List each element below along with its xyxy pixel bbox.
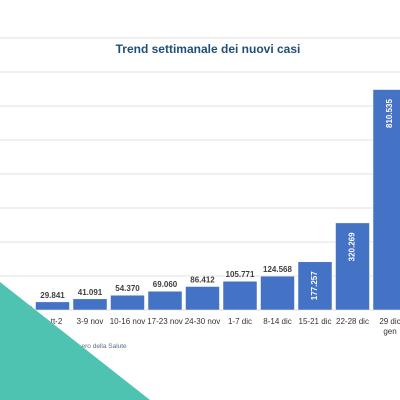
bar <box>72 298 108 311</box>
bar <box>110 294 145 311</box>
bar <box>35 301 70 311</box>
data-label: 86.412 <box>190 275 215 284</box>
decorative-teal-triangle <box>0 282 150 400</box>
bar <box>335 222 370 311</box>
chart-title: Trend settimanale dei nuovi casi <box>116 42 301 56</box>
bar <box>185 286 220 311</box>
bar-series <box>0 89 400 311</box>
x-tick-label: …tt-2 <box>43 317 63 326</box>
data-label: 41.091 <box>78 288 103 297</box>
data-label: 124.568 <box>263 265 292 274</box>
bar <box>222 280 258 311</box>
data-label: 177.257 <box>310 271 319 300</box>
x-axis-tick-labels: …tt-2 3-9 nov 10-16 nov 17-23 nov 24-30 nov 1… <box>43 317 400 336</box>
x-tick-label: 29 dic <box>379 317 400 326</box>
bar <box>297 261 333 311</box>
x-tick-label: 24-30 nov <box>185 317 221 326</box>
x-tick-label: 8-14 dic <box>263 317 291 326</box>
bar <box>260 275 295 311</box>
data-label: 810.535 <box>385 99 394 128</box>
data-label: 105.771 <box>226 270 255 279</box>
x-tick-label: 22-28 dic <box>336 317 369 326</box>
bar <box>372 89 400 311</box>
gridlines <box>0 37 400 311</box>
x-tick-label: 10-16 nov <box>110 317 146 326</box>
x-tick-label: 15-21 dic <box>299 317 332 326</box>
data-label: 69.060 <box>153 280 178 289</box>
data-label: 29.841 <box>40 291 65 300</box>
source-note: …ero della Salute <box>75 343 127 350</box>
x-tick-label-line2: gen <box>383 327 396 336</box>
data-label: 320.269 <box>348 232 357 261</box>
data-labels: 29.841 41.091 54.370 69.060 86.412 105.771 124… <box>40 99 394 301</box>
x-tick-label: 17-23 nov <box>147 317 183 326</box>
data-label: 54.370 <box>115 284 140 293</box>
x-tick-label: 3-9 nov <box>77 317 104 326</box>
x-tick-label: 1-7 dic <box>228 317 252 326</box>
bar <box>147 290 183 311</box>
